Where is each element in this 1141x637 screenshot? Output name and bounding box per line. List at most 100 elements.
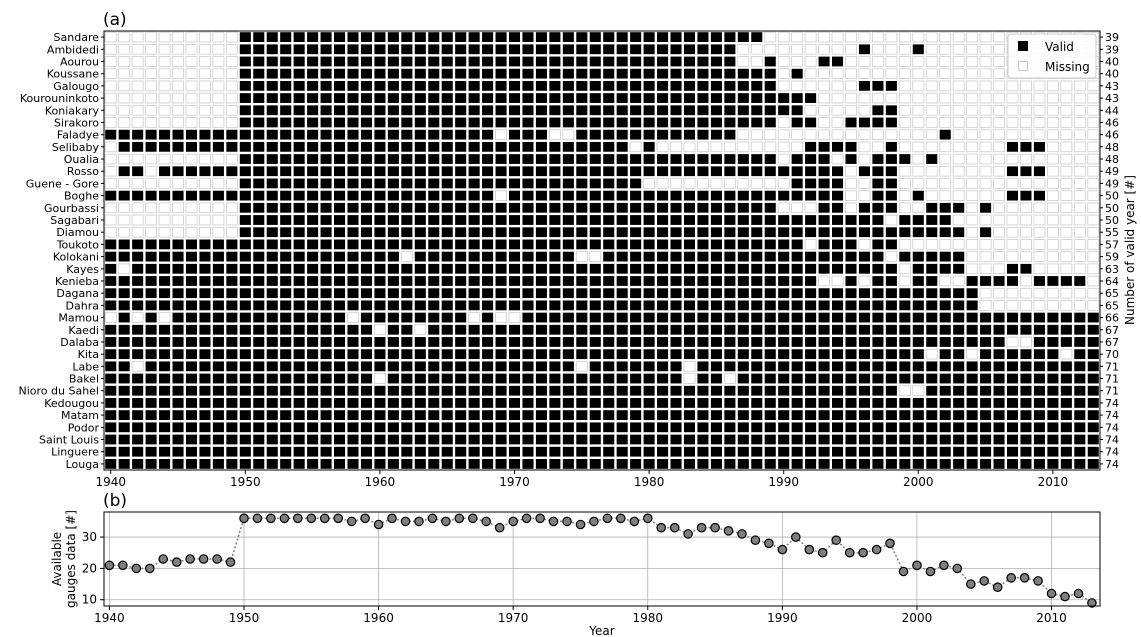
- cell-missing: [1073, 141, 1086, 153]
- cell-missing: [791, 56, 804, 67]
- cell-valid: [347, 239, 359, 250]
- cell-missing: [966, 178, 979, 189]
- legend-valid-swatch: [1018, 41, 1028, 51]
- cell-valid: [239, 410, 251, 421]
- cell-valid: [320, 276, 332, 286]
- cell-valid: [737, 337, 749, 347]
- cell-valid: [468, 422, 480, 433]
- cell-valid: [159, 398, 171, 408]
- cell-valid: [535, 32, 547, 42]
- cell-missing: [225, 56, 238, 67]
- cell-valid: [603, 105, 615, 116]
- cell-valid: [428, 93, 440, 103]
- cell-valid: [468, 276, 480, 286]
- cell-valid: [966, 312, 978, 323]
- cell-valid: [145, 239, 157, 250]
- cell-missing: [131, 104, 144, 116]
- cell-valid: [360, 166, 372, 177]
- cell-valid: [980, 312, 992, 323]
- cell-valid: [899, 459, 911, 469]
- cell-valid: [1047, 361, 1059, 372]
- cell-valid: [482, 80, 494, 91]
- valid-year-count: 71: [1105, 385, 1119, 398]
- cell-valid: [872, 166, 884, 177]
- cell-valid: [926, 422, 938, 433]
- cell-valid: [105, 349, 117, 360]
- cell-valid: [616, 178, 628, 189]
- cell-valid: [145, 263, 157, 274]
- cell-valid: [724, 434, 736, 445]
- cell-valid: [576, 178, 588, 189]
- cell-valid: [212, 337, 224, 347]
- cell-valid: [266, 154, 278, 164]
- cell-missing: [104, 312, 117, 323]
- cell-valid: [307, 422, 319, 433]
- cell-valid: [334, 337, 346, 347]
- cell-missing: [925, 117, 938, 128]
- station-label: Linguere: [51, 446, 99, 459]
- data-point: [992, 582, 1003, 592]
- cell-valid: [347, 459, 359, 469]
- cell-valid: [199, 129, 211, 140]
- cell-valid: [980, 410, 992, 421]
- cell-valid: [953, 263, 965, 274]
- data-point: [535, 513, 545, 524]
- cell-valid: [307, 446, 319, 457]
- cell-valid: [697, 32, 709, 42]
- cell-valid: [535, 129, 547, 140]
- cell-missing: [737, 56, 750, 67]
- cell-valid: [683, 56, 696, 67]
- legend-box: [1007, 33, 1097, 79]
- cell-valid: [266, 263, 278, 274]
- cell-valid: [535, 215, 547, 225]
- cell-valid: [414, 129, 426, 140]
- cell-valid: [710, 166, 722, 177]
- data-point: [575, 519, 586, 530]
- cell-valid: [307, 276, 319, 286]
- y-tick-label: 10: [82, 593, 97, 607]
- cell-missing: [993, 263, 1005, 275]
- cell-valid: [145, 446, 157, 457]
- cell-valid: [630, 410, 642, 421]
- cell-valid: [845, 398, 857, 408]
- cell-valid: [885, 141, 897, 152]
- cell-valid: [912, 190, 924, 201]
- cell-valid: [347, 263, 359, 274]
- cell-missing: [1033, 117, 1046, 128]
- cell-valid: [320, 288, 332, 299]
- cell-valid: [253, 93, 265, 103]
- cell-valid: [1060, 324, 1072, 335]
- cell-valid: [185, 263, 198, 274]
- valid-year-count: 39: [1105, 31, 1119, 44]
- cell-missing: [818, 80, 831, 92]
- cell-valid: [1006, 276, 1019, 286]
- cell-valid: [132, 373, 144, 384]
- cell-missing: [562, 129, 575, 140]
- cell-valid: [360, 324, 372, 335]
- cell-valid: [334, 32, 346, 42]
- cell-missing: [212, 80, 225, 92]
- cell-valid: [603, 324, 615, 335]
- cell-valid: [549, 276, 561, 286]
- cell-missing: [993, 178, 1005, 189]
- cell-valid: [576, 190, 588, 201]
- cell-missing: [185, 153, 198, 165]
- cell-valid: [293, 68, 305, 79]
- cell-missing: [212, 226, 225, 238]
- cell-valid: [926, 300, 938, 311]
- cell-valid: [818, 337, 830, 347]
- cell-valid: [791, 446, 803, 457]
- cell-valid: [549, 263, 561, 274]
- cell-valid: [280, 251, 292, 262]
- cell-valid: [670, 190, 682, 201]
- cell-valid: [253, 239, 265, 250]
- cell-missing: [118, 263, 131, 275]
- cell-valid: [172, 300, 184, 311]
- cell-valid: [293, 251, 305, 262]
- cell-valid: [360, 93, 372, 103]
- cell-valid: [751, 276, 763, 286]
- cell-valid: [953, 349, 965, 360]
- cell-valid: [993, 361, 1005, 372]
- cell-valid: [630, 312, 642, 323]
- cell-valid: [845, 373, 857, 384]
